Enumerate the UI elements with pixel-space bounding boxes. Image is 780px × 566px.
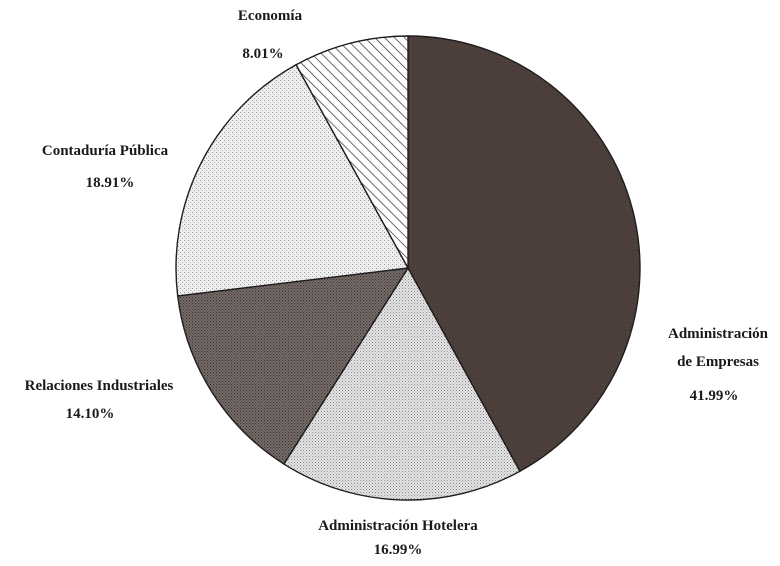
slice-value-label: 16.99% <box>374 542 423 558</box>
slice-value-label: 14.10% <box>66 406 115 422</box>
pie-labels: Administración de Empresas 41.99% Administr… <box>25 8 769 558</box>
slice-value-label: 41.99% <box>690 388 739 404</box>
pie-slice <box>282 266 521 501</box>
slice-label: de Empresas <box>677 354 759 370</box>
slice-label: Administración <box>668 326 769 342</box>
slice-label: Relaciones Industriales <box>25 378 174 394</box>
pie-slice <box>407 35 641 473</box>
pie-slice <box>295 35 409 269</box>
slice-value-label: 18.91% <box>86 175 135 191</box>
pie-slice <box>176 267 410 466</box>
slice-label: Contaduría Pública <box>42 143 169 159</box>
pie-slices <box>175 35 641 501</box>
slice-value-label: 8.01% <box>242 46 283 62</box>
slice-label: Economía <box>238 8 303 24</box>
pie-slice <box>175 63 410 297</box>
slice-label: Administración Hotelera <box>318 518 478 534</box>
